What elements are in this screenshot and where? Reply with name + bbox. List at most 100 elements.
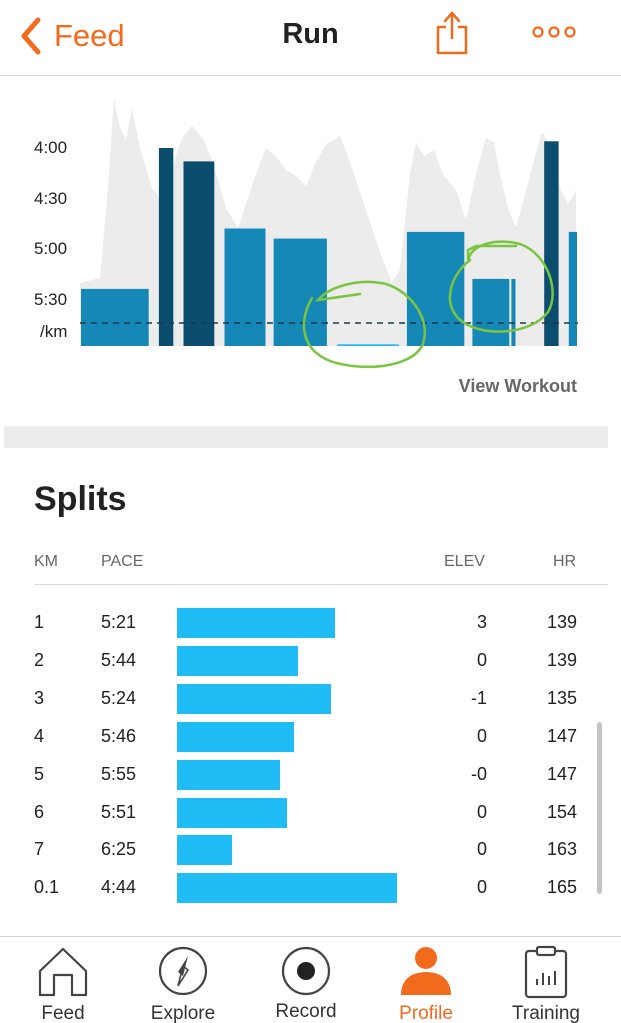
y-tick-label: 4:00 — [34, 138, 68, 157]
header-divider — [34, 584, 608, 585]
annotation-circle-left — [302, 280, 427, 369]
split-pace: 5:24 — [101, 687, 137, 708]
back-button[interactable]: Feed — [16, 14, 125, 58]
split-pace: 5:55 — [101, 763, 137, 784]
page-title: Run — [282, 18, 339, 50]
view-workout-link[interactable]: View Workout — [458, 376, 577, 396]
tab-label: Explore — [150, 1003, 216, 1023]
split-hr: 163 — [546, 839, 577, 860]
training-icon — [524, 945, 568, 999]
split-km: 0.1 — [34, 877, 60, 898]
more-options-icon[interactable] — [530, 22, 578, 42]
record-icon — [281, 946, 331, 996]
pace-bar — [81, 288, 149, 346]
split-hr: 154 — [546, 801, 577, 822]
pace-bar — [406, 231, 465, 346]
split-elev: 0 — [476, 649, 487, 670]
split-pace-bar — [177, 645, 298, 676]
split-row[interactable]: 4 5:46 0 147 — [0, 721, 621, 752]
scrollbar[interactable] — [597, 722, 602, 894]
split-elev: 3 — [476, 612, 487, 632]
pace-bar — [544, 141, 559, 346]
tab-explore[interactable]: Explore — [128, 937, 238, 1023]
section-divider — [4, 426, 608, 448]
split-hr: 135 — [546, 687, 577, 708]
bottom-tab-bar: Feed Explore Record Profile T — [0, 936, 621, 1023]
pace-chart-svg — [80, 98, 578, 369]
profile-icon — [401, 947, 451, 995]
pace-chart[interactable]: 4:00 4:30 5:00 5:30 /km View Workout — [0, 78, 621, 428]
split-km: 1 — [34, 612, 45, 632]
split-pace-bar — [177, 797, 287, 828]
split-elev: 0 — [476, 877, 487, 898]
share-icon[interactable] — [434, 10, 470, 56]
split-pace: 4:44 — [101, 877, 137, 898]
split-row[interactable]: 6 5:51 0 154 — [0, 797, 621, 828]
split-row[interactable]: 3 5:24 -1 135 — [0, 683, 621, 714]
annotation-circle-right — [448, 240, 554, 333]
split-pace-bar — [177, 608, 335, 638]
split-km: 2 — [34, 649, 45, 670]
pace-bar — [337, 344, 399, 346]
pace-bar — [158, 148, 174, 346]
home-icon — [38, 947, 88, 997]
tab-label: Profile — [399, 1003, 453, 1023]
compass-icon — [158, 946, 208, 996]
hr-column-header: HR — [553, 553, 577, 570]
y-unit-label: /km — [40, 322, 68, 341]
split-pace: 5:21 — [101, 612, 137, 632]
split-row[interactable]: 2 5:44 0 139 — [0, 645, 621, 676]
split-pace-bar — [177, 683, 331, 714]
split-elev: -0 — [470, 763, 487, 784]
split-pace: 6:25 — [101, 839, 137, 860]
split-pace-bar — [177, 721, 294, 752]
top-nav-bar: Feed Run — [0, 0, 621, 76]
pace-bars — [81, 141, 577, 346]
split-row[interactable]: 5 5:55 -0 147 — [0, 759, 621, 790]
y-tick-label: 5:00 — [34, 239, 68, 258]
split-elev: -1 — [470, 687, 487, 708]
split-pace-bar — [177, 835, 232, 866]
pace-bar — [183, 161, 215, 346]
split-pace: 5:44 — [101, 649, 137, 670]
splits-title: Splits — [34, 480, 127, 518]
tab-feed[interactable]: Feed — [8, 937, 118, 1023]
km-column-header: KM — [34, 553, 58, 570]
split-pace-bar — [177, 759, 280, 790]
split-hr: 165 — [546, 877, 577, 898]
tab-label: Feed — [41, 1003, 85, 1023]
split-elev: 0 — [476, 801, 487, 822]
split-km: 5 — [34, 763, 45, 784]
split-km: 3 — [34, 687, 45, 708]
split-row[interactable]: 7 6:25 0 163 — [0, 835, 621, 866]
pace-bar — [224, 228, 266, 346]
split-km: 4 — [34, 725, 45, 746]
pace-bar — [273, 238, 327, 346]
pace-bar — [511, 278, 516, 346]
split-pace: 5:46 — [101, 725, 137, 746]
split-hr: 147 — [546, 725, 577, 746]
pace-column-header: PACE — [101, 553, 144, 570]
tab-record[interactable]: Record — [251, 937, 361, 1023]
elev-column-header: ELEV — [444, 553, 485, 570]
tab-label: Training — [512, 1003, 580, 1023]
chevron-left-icon — [21, 17, 41, 55]
split-hr: 139 — [546, 612, 577, 632]
y-tick-label: 4:30 — [34, 189, 68, 208]
tab-profile[interactable]: Profile — [371, 937, 481, 1023]
split-hr: 147 — [546, 763, 577, 784]
split-pace-bar — [177, 873, 397, 904]
tab-training[interactable]: Training — [491, 937, 601, 1023]
split-km: 6 — [34, 801, 45, 822]
split-elev: 0 — [476, 725, 487, 746]
y-tick-label: 5:30 — [34, 290, 68, 309]
split-hr: 139 — [546, 649, 577, 670]
split-row[interactable]: 1 5:21 3 139 — [0, 608, 621, 638]
pace-bar — [568, 231, 577, 346]
split-elev: 0 — [476, 839, 487, 860]
pace-bar — [472, 278, 510, 346]
split-pace: 5:51 — [101, 801, 137, 822]
tab-label: Record — [275, 1001, 337, 1022]
split-km: 7 — [34, 839, 45, 860]
split-row[interactable]: 0.1 4:44 0 165 — [0, 873, 621, 904]
